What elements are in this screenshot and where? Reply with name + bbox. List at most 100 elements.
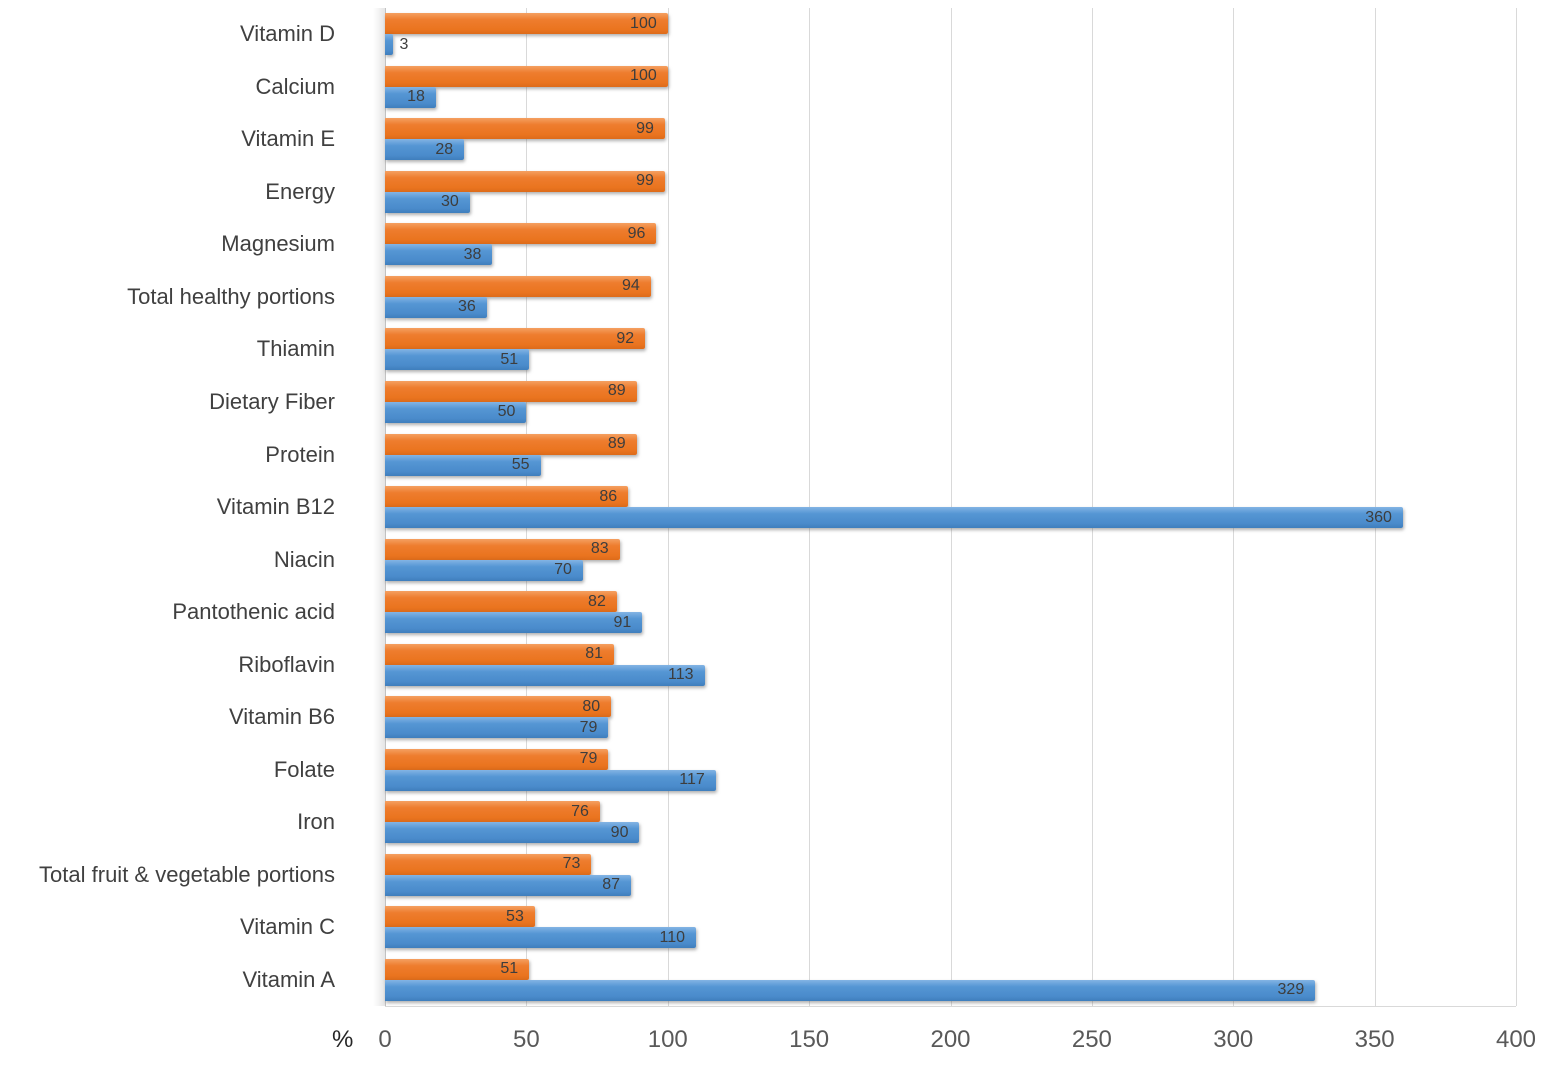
x-axis: 0 50 100 150 200 250 300 350 400 xyxy=(378,1022,1536,1058)
category-label: Magnesium xyxy=(221,231,335,257)
bar-value-label: 117 xyxy=(679,771,705,789)
bar-value-label: 53 xyxy=(506,907,524,925)
bar-group-row: 51 329 xyxy=(385,954,1516,1007)
bar-value-label: 28 xyxy=(435,140,454,158)
bar-slot: 50 xyxy=(385,401,1516,423)
category-label: Total healthy portions xyxy=(127,283,335,309)
bar-value-label: 91 xyxy=(613,613,632,631)
bar-value-label: 89 xyxy=(607,382,626,400)
orange-series-bar: 51 xyxy=(385,958,530,980)
orange-series-bar: 82 xyxy=(385,591,617,613)
bar-slot: 18 xyxy=(385,86,1516,108)
bar-value-label: 360 xyxy=(1365,508,1392,526)
blue-series-bar: 91 xyxy=(385,612,643,634)
bar-value-label: 99 xyxy=(636,172,654,190)
bar-slot: 360 xyxy=(385,507,1516,529)
bar-group-row: 92 51 xyxy=(385,323,1516,376)
blue-series-bar: 79 xyxy=(385,717,609,739)
bar-slot: 100 xyxy=(385,65,1516,87)
orange-series-bar: 96 xyxy=(385,223,657,245)
bar-value-label: 18 xyxy=(407,88,425,106)
blue-series-bar: 38 xyxy=(385,244,493,266)
bar-value-label: 76 xyxy=(571,802,589,820)
blue-series-bar: 28 xyxy=(385,139,465,161)
orange-series-bar: 89 xyxy=(385,433,637,455)
bar-value-label: 83 xyxy=(590,540,609,558)
bar-slot: 117 xyxy=(385,769,1516,791)
bar-slot: 100 xyxy=(385,13,1516,35)
blue-series-bar: 329 xyxy=(385,979,1316,1001)
category-label: Vitamin E xyxy=(241,126,335,152)
orange-series-bar: 79 xyxy=(385,748,609,770)
bar-slot: 91 xyxy=(385,612,1516,634)
orange-series-bar: 89 xyxy=(385,380,637,402)
x-tick-label: 150 xyxy=(789,1026,830,1053)
bar-slot: 87 xyxy=(385,874,1516,896)
gridline xyxy=(1516,8,1517,1006)
blue-series-bar: 360 xyxy=(385,507,1403,529)
blue-series-bar: 117 xyxy=(385,769,716,791)
category-label: Vitamin D xyxy=(240,21,335,47)
blue-series-bar: 113 xyxy=(385,664,705,686)
bar-value-label: 73 xyxy=(562,855,581,873)
bar-value-label: 3 xyxy=(399,35,409,53)
bar-value-label: 79 xyxy=(579,718,598,736)
bar-group-row: 100 18 xyxy=(385,61,1516,114)
bar-value-label: 51 xyxy=(500,350,519,368)
x-tick-label: 350 xyxy=(1354,1026,1395,1053)
blue-series-bar: 90 xyxy=(385,822,640,844)
bar-value-label: 55 xyxy=(511,456,530,474)
bar-group-row: 99 30 xyxy=(385,166,1516,219)
bar-group-row: 99 28 xyxy=(385,113,1516,166)
bar-slot: 51 xyxy=(385,958,1516,980)
bar-group-row: 53 110 xyxy=(385,901,1516,954)
bar-slot: 94 xyxy=(385,275,1516,297)
blue-series-bar: 50 xyxy=(385,401,527,423)
bar-slot: 53 xyxy=(385,906,1516,928)
bar-group-row: 96 38 xyxy=(385,218,1516,271)
bar-slot: 79 xyxy=(385,717,1516,739)
bar-slot: 89 xyxy=(385,380,1516,402)
bar-slot: 80 xyxy=(385,696,1516,718)
orange-series-bar: 53 xyxy=(385,906,535,928)
bar-group-row: 73 87 xyxy=(385,849,1516,902)
gridline xyxy=(950,8,952,1006)
bar-value-label: 38 xyxy=(463,245,482,263)
bar-slot: 90 xyxy=(385,822,1516,844)
x-tick-label: 100 xyxy=(647,1026,688,1053)
orange-series-bar: 100 xyxy=(385,13,668,35)
orange-series-bar: 92 xyxy=(385,328,646,350)
x-tick-label: 250 xyxy=(1071,1026,1112,1053)
bar-value-label: 100 xyxy=(630,67,657,85)
x-tick-label: 300 xyxy=(1213,1026,1254,1053)
bar-slot: 38 xyxy=(385,244,1516,266)
bar-value-label: 110 xyxy=(659,928,686,946)
bar-value-label: 329 xyxy=(1277,981,1305,999)
gridline xyxy=(1091,8,1093,1006)
bar-value-label: 86 xyxy=(599,487,618,505)
bar-value-label: 96 xyxy=(627,224,646,242)
bar-slot: 113 xyxy=(385,664,1516,686)
category-label: Energy xyxy=(265,178,335,204)
orange-series-bar: 86 xyxy=(385,486,629,508)
bar-group-row: 82 91 xyxy=(385,586,1516,639)
blue-series-bar: 36 xyxy=(385,296,487,318)
category-label: Vitamin B6 xyxy=(229,704,335,730)
bar-value-label: 51 xyxy=(500,960,519,978)
bar-rows: 100 3 100 18 99 28 99 30 96 38 94 36 92 51 89 50 89 55 86 3… xyxy=(385,8,1516,1006)
bar-value-label: 100 xyxy=(630,14,657,32)
category-label: Folate xyxy=(273,756,335,782)
category-label: Thiamin xyxy=(256,336,335,362)
bar-slot: 82 xyxy=(385,591,1516,613)
gridline xyxy=(667,8,669,1006)
bar-slot: 36 xyxy=(385,296,1516,318)
category-label: Dietary Fiber xyxy=(209,388,335,414)
category-label: Protein xyxy=(265,441,335,467)
plot-area: 100 3 100 18 99 28 99 30 96 38 94 36 92 51 89 50 89 55 86 3… xyxy=(373,8,1517,1007)
blue-series-bar: 87 xyxy=(385,874,631,896)
x-tick-label: 50 xyxy=(513,1026,540,1053)
bar-slot: 110 xyxy=(385,927,1516,949)
gridline xyxy=(1374,8,1376,1006)
bar-slot: 83 xyxy=(385,538,1516,560)
